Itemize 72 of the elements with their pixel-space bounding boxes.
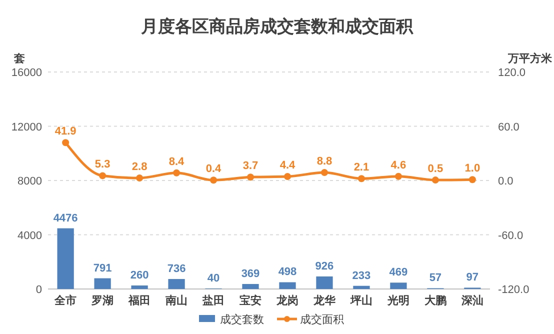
data-label: 791: [93, 262, 112, 274]
point: [62, 139, 70, 146]
x-tick-label: 宝安: [240, 294, 262, 307]
bar: [242, 284, 259, 289]
y-axis-title: 套: [13, 52, 25, 65]
bar: [131, 285, 148, 289]
x-tick-label: 罗湖: [90, 294, 114, 307]
point: [210, 176, 218, 184]
x-tick-label: 南山: [164, 294, 188, 307]
x-tick-label: 深汕: [460, 294, 484, 307]
x-tick-label: 大鹏: [424, 294, 446, 307]
data-label: 40: [207, 272, 220, 284]
data-label: 8.8: [316, 156, 332, 168]
data-label: 4.4: [280, 160, 296, 172]
data-label: 736: [167, 263, 186, 276]
data-label: 5.3: [94, 158, 110, 171]
data-label: 4.6: [390, 159, 406, 172]
data-label: 498: [278, 266, 297, 278]
y2-tick-label: 0.0: [498, 176, 514, 188]
bar: [57, 228, 74, 289]
x-tick-label: 龙华: [312, 294, 336, 307]
legend-label: 成交面积: [300, 313, 344, 326]
y2-axis-title: 万平方米: [507, 52, 553, 65]
point: [284, 173, 291, 180]
data-label: 57: [429, 272, 442, 284]
legend-label: 成交套数: [220, 313, 264, 326]
data-label: 369: [241, 268, 260, 280]
y2-tick-label: -120.0: [498, 284, 530, 296]
bar: [94, 278, 111, 289]
x-tick-label: 全市: [54, 294, 77, 307]
y-tick-label: 0: [36, 284, 42, 296]
data-label: 1.0: [464, 162, 480, 175]
bar: [168, 279, 185, 289]
point: [320, 169, 328, 176]
chart-title: 月度各区商品房成交套数和成交面积: [140, 17, 414, 36]
data-label: 97: [466, 272, 479, 284]
y-tick-label: 4000: [18, 230, 42, 242]
data-label: 41.9: [54, 126, 76, 138]
bar: [316, 276, 333, 289]
x-tick-label: 光明: [386, 294, 410, 307]
point: [247, 174, 254, 181]
y2-tick-label: 60.0: [498, 121, 520, 134]
point: [99, 172, 106, 180]
data-label: 0.5: [428, 163, 444, 176]
data-label: 469: [389, 266, 408, 279]
x-tick-label: 坪山: [349, 294, 372, 307]
data-label: 2.1: [354, 162, 370, 174]
point: [136, 174, 144, 182]
y-tick-label: 16000: [11, 67, 42, 79]
y2-tick-label: -60.0: [498, 230, 524, 242]
data-label: 3.7: [242, 160, 258, 172]
point: [173, 169, 180, 176]
point: [394, 172, 402, 180]
y-tick-label: 12000: [11, 121, 42, 134]
bar: [390, 282, 407, 289]
data-label: 233: [352, 270, 371, 282]
x-tick-label: 盐田: [202, 294, 225, 307]
data-label: 4476: [53, 212, 78, 224]
data-label: 260: [130, 269, 149, 282]
bar: [279, 282, 296, 289]
y-tick-label: 8000: [18, 176, 42, 188]
point: [432, 176, 439, 184]
y2-tick-label: 120.0: [498, 67, 526, 79]
data-label: 8.4: [168, 156, 186, 168]
x-tick-label: 福田: [128, 294, 151, 307]
point: [358, 175, 365, 182]
bar: [353, 286, 370, 289]
point: [468, 176, 476, 184]
data-label: 926: [315, 260, 334, 272]
data-label: 0.4: [206, 163, 222, 176]
data-label: 2.8: [132, 160, 148, 173]
x-tick-label: 龙岗: [275, 294, 298, 307]
